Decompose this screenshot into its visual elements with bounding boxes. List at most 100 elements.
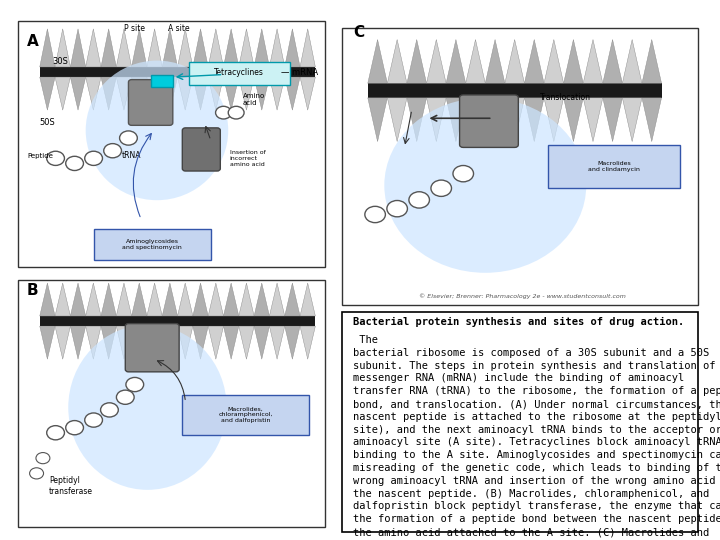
Polygon shape xyxy=(284,283,300,316)
FancyBboxPatch shape xyxy=(40,316,315,326)
Polygon shape xyxy=(239,326,254,359)
Polygon shape xyxy=(239,283,254,316)
Circle shape xyxy=(120,131,138,145)
Polygon shape xyxy=(223,326,239,359)
Polygon shape xyxy=(208,283,223,316)
Polygon shape xyxy=(564,98,583,141)
Polygon shape xyxy=(284,77,300,110)
Polygon shape xyxy=(269,29,284,67)
Polygon shape xyxy=(86,77,101,110)
Polygon shape xyxy=(284,29,300,67)
Ellipse shape xyxy=(86,60,228,200)
Polygon shape xyxy=(642,39,662,83)
Ellipse shape xyxy=(384,98,586,273)
Polygon shape xyxy=(71,283,86,316)
Circle shape xyxy=(66,156,84,171)
FancyBboxPatch shape xyxy=(189,62,290,85)
Polygon shape xyxy=(132,29,147,67)
Polygon shape xyxy=(193,283,208,316)
Polygon shape xyxy=(147,283,162,316)
Polygon shape xyxy=(485,98,505,141)
Text: A: A xyxy=(27,34,39,49)
Polygon shape xyxy=(583,98,603,141)
Circle shape xyxy=(30,468,43,479)
Polygon shape xyxy=(132,283,147,316)
FancyBboxPatch shape xyxy=(150,75,173,87)
FancyBboxPatch shape xyxy=(17,21,325,267)
Polygon shape xyxy=(300,77,315,110)
Circle shape xyxy=(228,106,244,119)
Polygon shape xyxy=(300,326,315,359)
Polygon shape xyxy=(55,77,71,110)
Polygon shape xyxy=(208,326,223,359)
Polygon shape xyxy=(101,326,117,359)
Circle shape xyxy=(47,151,65,165)
FancyBboxPatch shape xyxy=(94,230,211,260)
Circle shape xyxy=(101,403,118,417)
FancyBboxPatch shape xyxy=(342,312,698,532)
Text: B: B xyxy=(27,283,39,298)
Circle shape xyxy=(36,453,50,464)
Text: 50S: 50S xyxy=(40,118,55,127)
Polygon shape xyxy=(223,283,239,316)
Polygon shape xyxy=(254,77,269,110)
Polygon shape xyxy=(254,283,269,316)
Polygon shape xyxy=(86,29,101,67)
Polygon shape xyxy=(208,29,223,67)
Circle shape xyxy=(365,206,385,222)
Polygon shape xyxy=(368,39,387,83)
Circle shape xyxy=(387,200,408,217)
Text: Aminoglycosides
and spectinomycin: Aminoglycosides and spectinomycin xyxy=(122,239,182,250)
Circle shape xyxy=(117,390,134,404)
FancyBboxPatch shape xyxy=(459,95,518,147)
Polygon shape xyxy=(101,77,117,110)
Polygon shape xyxy=(55,283,71,316)
Polygon shape xyxy=(193,77,208,110)
Polygon shape xyxy=(147,326,162,359)
Text: Amino
acid: Amino acid xyxy=(243,93,265,106)
Circle shape xyxy=(66,421,84,435)
Polygon shape xyxy=(564,39,583,83)
Text: tRNA: tRNA xyxy=(122,151,142,160)
FancyBboxPatch shape xyxy=(342,28,698,305)
Polygon shape xyxy=(162,283,178,316)
Circle shape xyxy=(215,106,231,119)
Polygon shape xyxy=(269,326,284,359)
Polygon shape xyxy=(86,283,101,316)
Polygon shape xyxy=(544,98,564,141)
Polygon shape xyxy=(239,29,254,67)
Polygon shape xyxy=(55,29,71,67)
Circle shape xyxy=(409,192,429,208)
Polygon shape xyxy=(71,29,86,67)
FancyBboxPatch shape xyxy=(128,80,173,125)
Polygon shape xyxy=(622,98,642,141)
Polygon shape xyxy=(426,39,446,83)
Polygon shape xyxy=(407,39,426,83)
Polygon shape xyxy=(101,283,117,316)
Polygon shape xyxy=(544,39,564,83)
Polygon shape xyxy=(642,98,662,141)
Polygon shape xyxy=(132,326,147,359)
Text: Insertion of
incorrect
amino acid: Insertion of incorrect amino acid xyxy=(230,150,266,167)
Polygon shape xyxy=(603,39,622,83)
Polygon shape xyxy=(40,77,55,110)
Polygon shape xyxy=(162,326,178,359)
Text: A site: A site xyxy=(168,24,190,33)
Polygon shape xyxy=(40,283,55,316)
Circle shape xyxy=(431,180,451,197)
Text: Macrolides,
chloramphenicol,
and dalfopristin: Macrolides, chloramphenicol, and dalfopr… xyxy=(218,407,273,423)
Polygon shape xyxy=(505,98,524,141)
Polygon shape xyxy=(446,98,466,141)
Polygon shape xyxy=(162,29,178,67)
Polygon shape xyxy=(466,98,485,141)
FancyBboxPatch shape xyxy=(548,145,680,188)
Polygon shape xyxy=(466,39,485,83)
Polygon shape xyxy=(239,77,254,110)
Polygon shape xyxy=(505,39,524,83)
Polygon shape xyxy=(583,39,603,83)
Polygon shape xyxy=(178,283,193,316)
Polygon shape xyxy=(300,283,315,316)
Polygon shape xyxy=(524,98,544,141)
Polygon shape xyxy=(524,39,544,83)
FancyBboxPatch shape xyxy=(182,395,309,435)
